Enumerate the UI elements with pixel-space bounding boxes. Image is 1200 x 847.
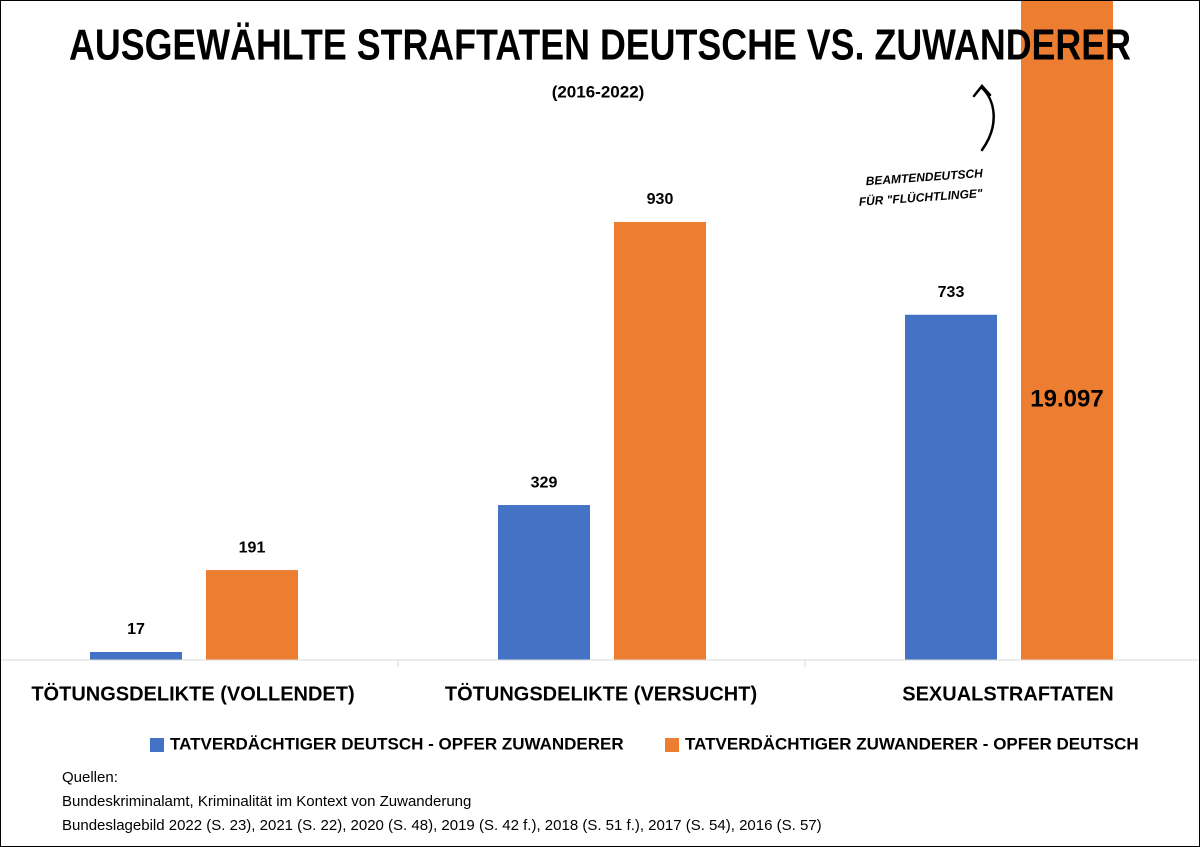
chart-title: AUSGEWÄHLTE STRAFTATEN DEUTSCHE VS. ZUWA… bbox=[69, 21, 1131, 70]
bar bbox=[498, 505, 590, 660]
value-label: 17 bbox=[127, 621, 145, 638]
chart-subtitle: (2016-2022) bbox=[552, 82, 645, 101]
source-line: Quellen: bbox=[62, 769, 118, 786]
source-line: Bundeslagebild 2022 (S. 23), 2021 (S. 22… bbox=[62, 817, 822, 834]
bar bbox=[90, 651, 182, 660]
bar bbox=[905, 314, 997, 660]
source-line: Bundeskriminalamt, Kriminalität im Konte… bbox=[62, 793, 471, 810]
bar bbox=[1021, 0, 1113, 660]
plot-area bbox=[90, 0, 1113, 660]
value-label: 930 bbox=[647, 191, 674, 208]
annotation: BEAMTENDEUTSCH FÜR "FLÜCHTLINGE" bbox=[858, 166, 983, 209]
bar bbox=[614, 221, 706, 660]
legend-swatch bbox=[150, 738, 164, 752]
annotation-line: BEAMTENDEUTSCH bbox=[865, 166, 983, 188]
annotation-line: FÜR "FLÜCHTLINGE" bbox=[858, 185, 983, 209]
legend-label: TATVERDÄCHTIGER ZUWANDERER - OPFER DEUTS… bbox=[685, 734, 1139, 753]
value-label: 329 bbox=[531, 474, 558, 491]
x-tick-label: SEXUALSTRAFTATEN bbox=[902, 683, 1113, 705]
annotation-arrow bbox=[972, 84, 995, 152]
bar bbox=[206, 570, 298, 660]
x-tick-label: TÖTUNGSDELIKTE (VERSUCHT) bbox=[445, 682, 757, 705]
value-label: 733 bbox=[938, 284, 965, 301]
x-tick-label: TÖTUNGSDELIKTE (VOLLENDET) bbox=[31, 682, 354, 705]
value-label: 191 bbox=[239, 539, 266, 556]
value-label: 19.097 bbox=[1030, 385, 1103, 412]
legend-label: TATVERDÄCHTIGER DEUTSCH - OPFER ZUWANDER… bbox=[170, 734, 624, 753]
legend-swatch bbox=[665, 738, 679, 752]
